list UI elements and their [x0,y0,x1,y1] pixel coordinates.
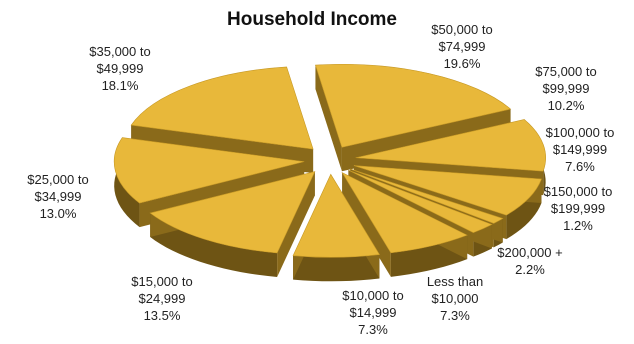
slice-label-line: 18.1% [102,78,139,93]
slice-label-line: 2.2% [515,262,545,277]
slice-label-line: 7.3% [358,322,388,337]
pie-tops [114,64,546,257]
slice-label-line: $150,000 to [544,184,613,199]
slice-label-3: $150,000 to $199,999 1.2% [544,184,613,233]
slice-label-line: $74,999 [439,39,486,54]
slice-label-line: $14,999 [350,305,397,320]
slice-label-5: Less than $10,000 7.3% [427,274,483,323]
slice-label-line: 10.2% [548,98,585,113]
slice-label-0: $50,000 to $74,999 19.6% [431,22,492,71]
slice-label-line: $49,999 [97,61,144,76]
slice-label-line: $149,999 [553,142,607,157]
slice-label-4: $200,000 + 2.2% [497,245,562,277]
slice-label-line: $15,000 to [131,274,192,289]
slice-label-line: Less than [427,274,483,289]
slice-label-line: $24,999 [139,291,186,306]
slice-label-1: $75,000 to $99,999 10.2% [535,64,596,113]
slice-label-line: 7.3% [440,308,470,323]
slice-label-2: $100,000 to $149,999 7.6% [546,125,615,174]
slice-label-line: $50,000 to [431,22,492,37]
slice-side-6 [293,255,379,282]
slice-label-line: $10,000 [432,291,479,306]
slice-label-9: $35,000 to $49,999 18.1% [89,44,150,93]
slice-label-7: $15,000 to $24,999 13.5% [131,274,192,323]
slice-label-8: $25,000 to $34,999 13.0% [27,172,88,221]
chart-title: Household Income [227,9,397,30]
slice-label-line: $25,000 to [27,172,88,187]
slice-label-line: 7.6% [565,159,595,174]
slice-label-line: 19.6% [444,56,481,71]
slice-label-line: $75,000 to [535,64,596,79]
slice-label-line: $199,999 [551,201,605,216]
slice-label-line: 13.0% [40,206,77,221]
slice-label-line: 1.2% [563,218,593,233]
slice-label-line: $34,999 [35,189,82,204]
slice-label-line: $99,999 [543,81,590,96]
slice-label-6: $10,000 to $14,999 7.3% [342,288,403,337]
slice-label-line: $100,000 to [546,125,615,140]
slice-label-line: $35,000 to [89,44,150,59]
slice-label-line: $10,000 to [342,288,403,303]
slice-label-line: $200,000 + [497,245,562,260]
slice-label-line: 13.5% [144,308,181,323]
